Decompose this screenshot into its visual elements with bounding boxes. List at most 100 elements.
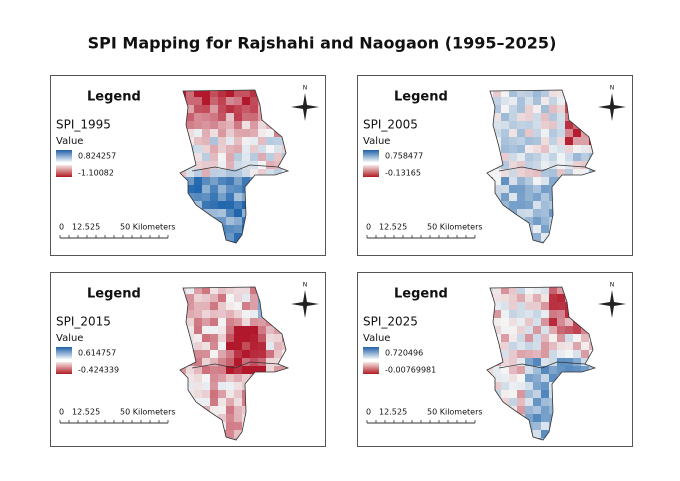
raster-cell [234,390,242,398]
raster-cell [194,153,202,161]
raster-cell [266,169,274,177]
raster-cell [573,153,581,161]
legend-max: 0.614757 [78,349,116,358]
raster-cell [234,358,242,366]
raster-cell [250,366,258,374]
raster-cell [533,366,541,374]
raster-cell [202,366,210,374]
raster-cell [202,358,210,366]
raster-cell [210,398,218,406]
raster-cell [274,161,282,169]
scale-label: 50 Kilometers [120,223,176,232]
raster-cell [501,113,509,121]
raster-cell [234,422,242,430]
raster-cell [186,169,194,177]
raster-cell [541,137,549,145]
raster-cell [186,294,194,302]
raster-cell [581,145,589,153]
raster-cell [509,390,517,398]
raster-cell [549,105,557,113]
raster-cell [202,97,210,105]
raster-cell [202,310,210,318]
raster-cell [509,318,517,326]
raster-cell [218,169,226,177]
raster-cell [210,342,218,350]
raster-cell [210,201,218,209]
raster-cell [541,406,549,414]
raster-cell [186,113,194,121]
raster-cell [258,350,266,358]
raster-cell [541,342,549,350]
map-panel: Legend SPI_1995 Value 0.824257 -1.10082 0 12.5… [50,75,326,256]
raster-cell [226,302,234,310]
raster-cell [226,287,234,294]
raster-cell [226,382,234,390]
north-label: N [303,282,308,289]
raster-cell [541,105,549,113]
raster-cell [549,90,557,97]
raster-cell [210,334,218,342]
raster-cell [533,137,541,145]
raster-cell [557,326,565,334]
raster-cell [234,169,242,177]
raster-cell [509,137,517,145]
raster-cell [533,294,541,302]
raster-cell [202,145,210,153]
scale-label: 0 [366,223,371,232]
raster-cell [274,169,282,177]
raster-cell [557,350,565,358]
raster-cell [234,217,242,225]
raster-cell [202,350,210,358]
raster-cell [517,318,525,326]
raster-cell [541,334,549,342]
raster-cell [509,342,517,350]
legend-title: Legend [394,90,448,105]
raster-cell [186,318,194,326]
raster-cell [565,161,573,169]
raster-cell [258,145,266,153]
raster-cell [210,105,218,113]
legend-title: Legend [394,287,448,302]
raster-cell [266,366,274,374]
raster-cell [234,177,242,185]
raster-cell [242,161,250,169]
raster-cell [242,113,250,121]
raster-cell [501,169,509,177]
raster-cell [194,193,202,201]
raster-cell [186,121,194,129]
raster-cell [509,105,517,113]
raster-cell [541,390,549,398]
raster-cell [565,121,573,129]
raster-cell [218,90,226,97]
raster-cell [234,161,242,169]
map-panel: Legend SPI_2015 Value 0.614757 -0.424339 0 12.… [50,272,326,447]
raster-cell [210,153,218,161]
raster-cell [234,233,242,241]
raster-cell [242,137,250,145]
boundary [179,286,290,441]
raster-cell [218,217,226,225]
district-line [191,164,279,172]
raster-cell [258,169,266,177]
raster-cell [218,406,226,414]
raster-cell [517,334,525,342]
scale-label: 50 Kilometers [427,408,483,417]
raster-cell [517,302,525,310]
raster-cell [202,113,210,121]
raster-cell [266,342,274,350]
raster-cell [493,90,501,97]
north-label: N [303,85,308,92]
raster-cell [226,233,234,241]
raster-cell [226,422,234,430]
raster-cell [194,129,202,137]
raster-cell [581,161,589,169]
raster-cell [226,153,234,161]
raster-cell [218,334,226,342]
scale-label: 12.5 [379,408,397,417]
raster-cell [501,287,509,294]
raster-cell [258,334,266,342]
raster-cell [557,113,565,121]
raster-cell [234,97,242,105]
district-line [191,361,279,369]
raster-cell [250,342,258,350]
